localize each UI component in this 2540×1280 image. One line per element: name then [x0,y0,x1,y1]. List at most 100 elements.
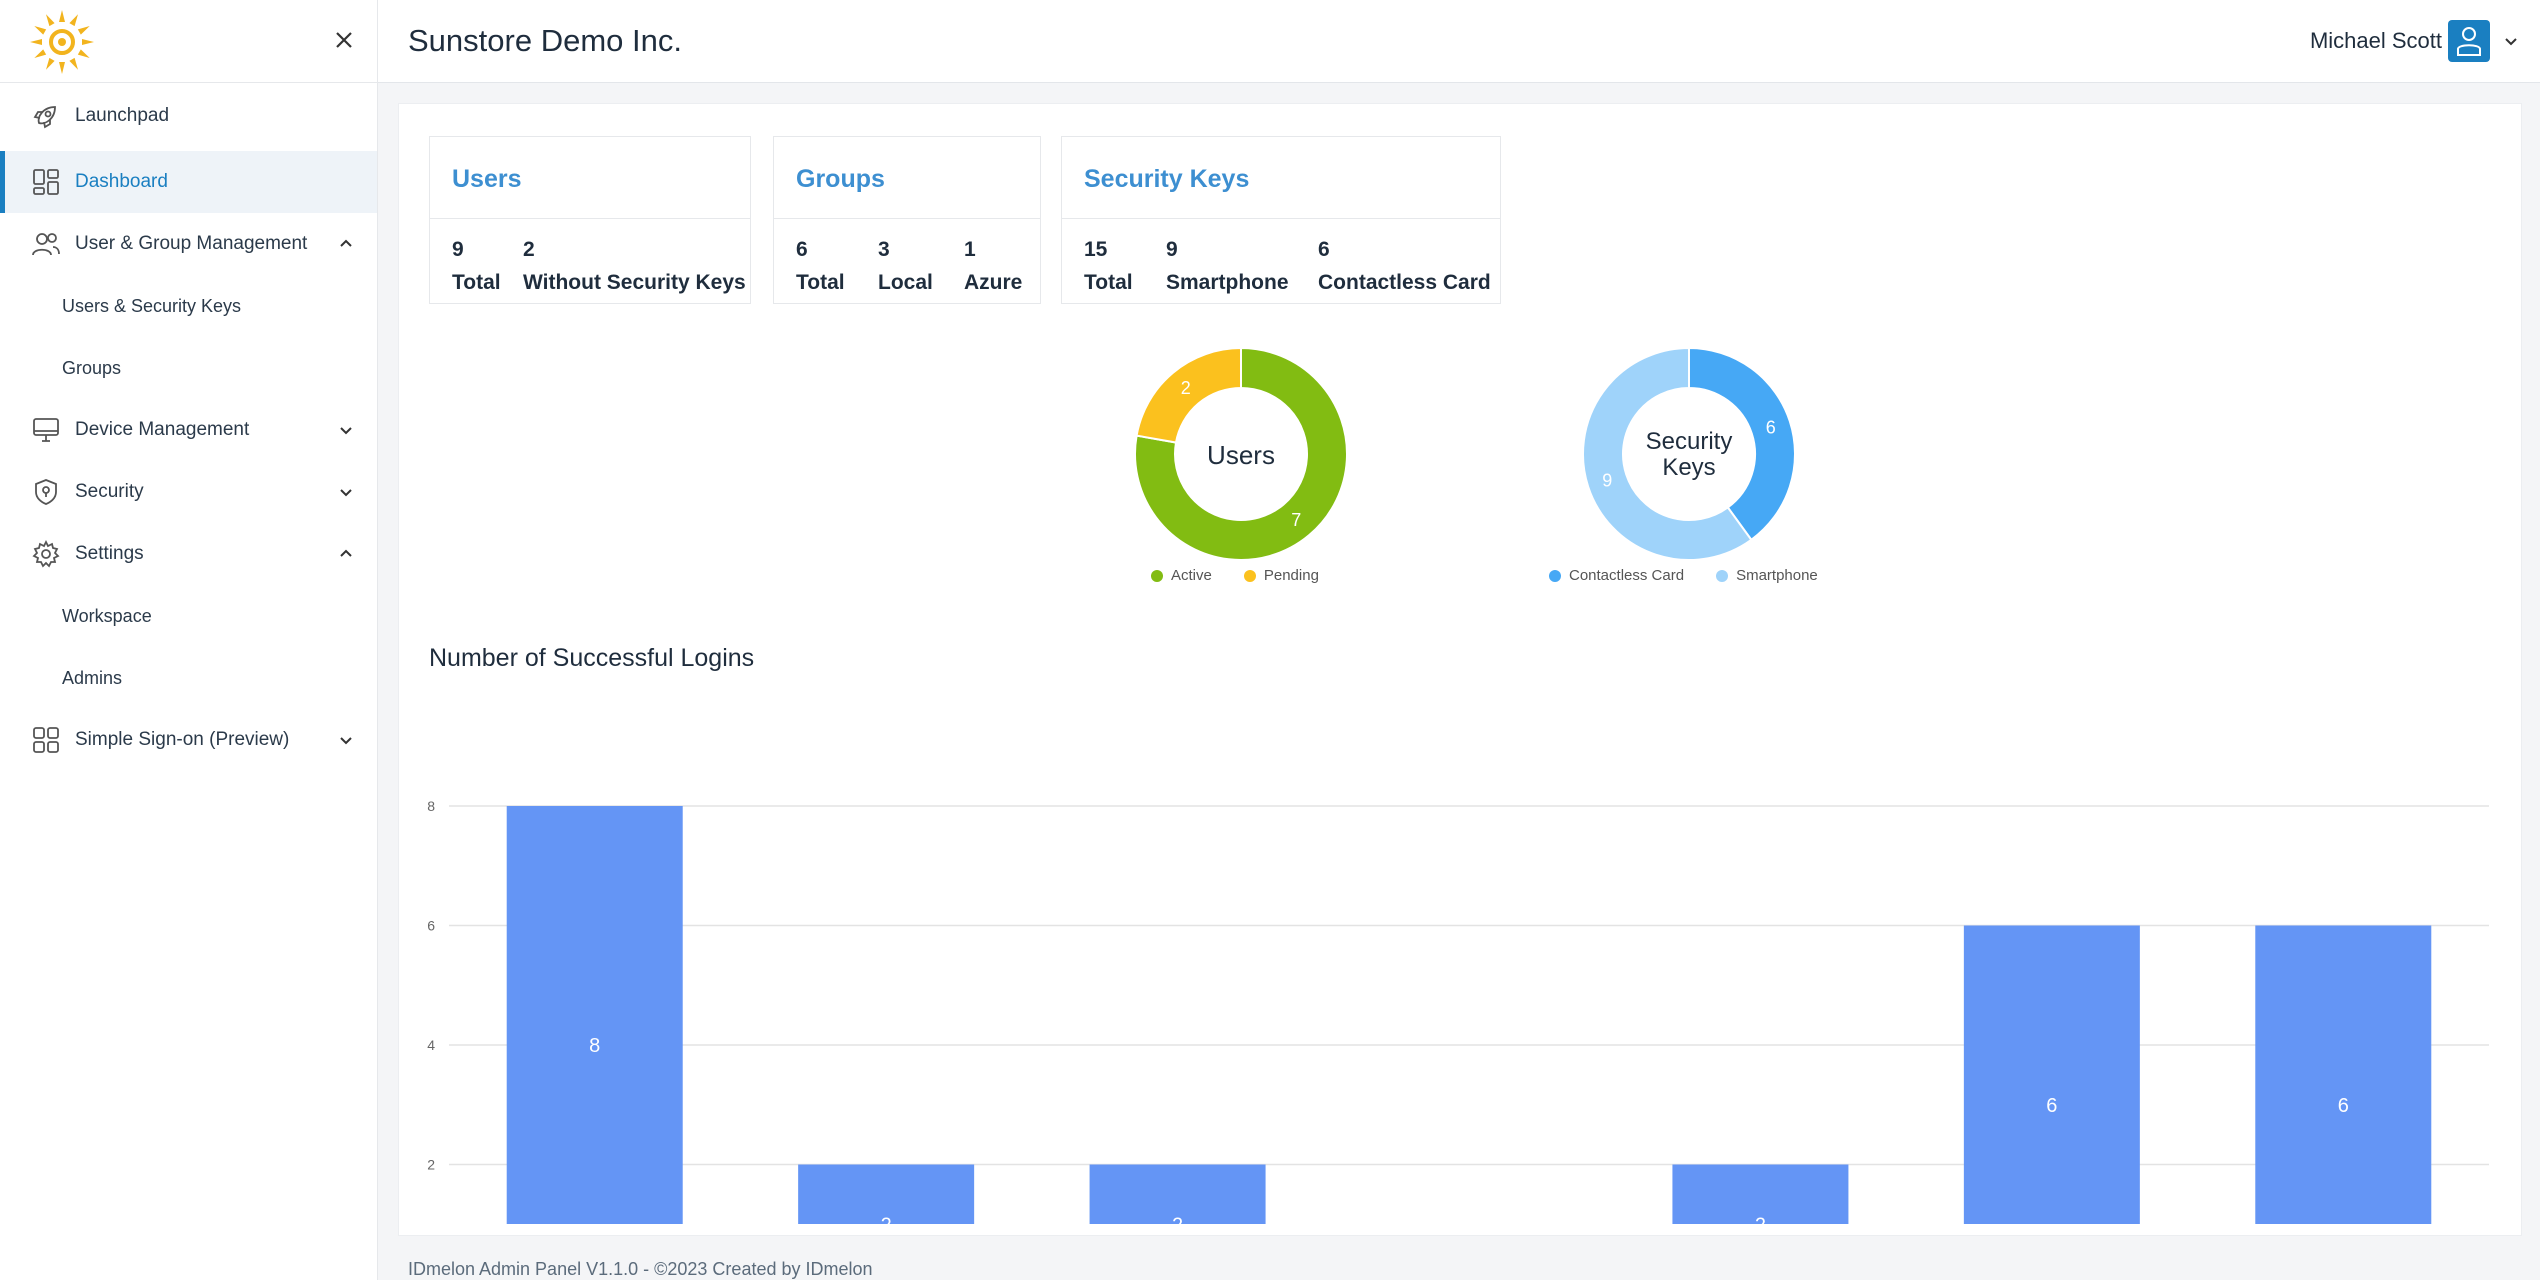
chevron-up-icon[interactable] [337,545,355,563]
stat-contactless-keys: 6 Contactless Card [1318,233,1491,299]
sidebar-subitem-groups[interactable]: Groups [0,337,377,399]
donut-slice-label: 2 [1181,378,1191,398]
donut-center-label: Users [1207,440,1275,470]
bar-value-label: 2 [1755,1214,1766,1224]
sidebar-item-label: User & Group Management [75,233,308,254]
stat-value: 9 [452,238,464,261]
stat-label: Contactless Card [1318,271,1491,294]
legend-swatch [1716,569,1729,582]
close-icon[interactable] [330,26,358,54]
dashboard-icon [30,166,62,198]
stat-azure-groups: 1 Azure [964,233,1022,299]
legend-label[interactable]: Pending [1263,567,1319,584]
donut-slice-smartphone[interactable] [1582,346,1753,561]
bar-thu[interactable] [798,1164,975,1225]
legend-label[interactable]: Smartphone [1736,567,1818,584]
donut-slice-pending[interactable] [1135,346,1242,444]
stat-label: Without Security Keys [523,271,746,294]
users-card: Users 9 Total 2 Without Security Keys [429,136,751,304]
bar-mon[interactable] [1963,925,2140,1225]
divider [774,218,1040,219]
user-name[interactable]: Michael Scott [2309,28,2442,53]
donut-slice-active[interactable] [1134,346,1348,561]
shield-icon [30,476,62,508]
stat-label: Total [796,271,845,294]
sidebar-header [0,0,377,83]
stat-value: 6 [796,238,808,261]
divider [1062,218,1500,219]
donut-slice-label: 7 [1291,510,1301,530]
rocket-icon [30,100,62,132]
sidebar-item-label: Device Management [75,419,250,440]
sidebar-item-user-group-management[interactable]: User & Group Management [0,213,377,275]
stat-value: 1 [964,238,976,261]
groups-card: Groups 6 Total 3 Local 1 Azure [773,136,1041,304]
y-tick-label: 2 [427,1157,435,1173]
legend-swatch [1151,569,1163,582]
bar-wed[interactable] [506,806,683,1224]
sidebar-item-device-management[interactable]: Device Management [0,399,377,461]
logins-bar-chart: 024688Wed2Thu2FriSat2Sun6Mon6Tue [427,798,2489,1225]
apps-grid-icon [30,724,62,756]
user-icon [2457,27,2481,56]
donut-center-label: Keys [1662,454,1715,481]
bar-fri[interactable] [1089,1164,1266,1225]
chevron-up-icon[interactable] [337,235,355,253]
donut-slice-label: 6 [1766,417,1776,437]
sidebar-item-label: Launchpad [75,105,170,126]
sidebar-item-label: Settings [75,543,144,564]
security-keys-donut-legend: Contactless Card Smartphone [1549,567,1818,584]
y-tick-label: 8 [427,798,435,814]
top-bar: Sunstore Demo Inc. Michael Scott [378,0,2540,83]
chevron-down-icon[interactable] [337,421,355,439]
bar-value-label: 6 [2046,1095,2057,1117]
card-title: Users [452,165,522,193]
sidebar-subitem-users-security-keys[interactable]: Users & Security Keys [0,275,377,337]
sidebar-item-label: Users & Security Keys [62,295,242,316]
sidebar: Launchpad Dashboard [0,0,378,1280]
bar-sun[interactable] [1672,1164,1849,1225]
bar-value-label: 8 [589,1035,600,1057]
donut-slice-label: 9 [1602,471,1612,491]
legend-label[interactable]: Contactless Card [1569,567,1685,584]
stat-total-users: 9 Total [452,233,501,299]
bar-value-label: 2 [881,1214,892,1224]
bar-tue[interactable] [2255,925,2432,1225]
security-keys-card: Security Keys 15 Total 9 Smartphone 6 Co… [1061,136,1501,304]
sidebar-item-label: Dashboard [75,171,168,192]
monitor-icon [30,414,62,446]
sidebar-item-security[interactable]: Security [0,461,377,523]
sidebar-item-label: Workspace [62,605,152,626]
sidebar-item-simple-sign-on[interactable]: Simple Sign-on (Preview) [0,709,377,771]
chevron-down-icon[interactable] [2502,32,2520,50]
card-title: Groups [796,165,885,193]
sidebar-subitem-workspace[interactable]: Workspace [0,585,377,647]
legend-swatch [1549,569,1561,582]
sidebar-item-launchpad[interactable]: Launchpad [0,85,377,147]
sidebar-subitem-admins[interactable]: Admins [0,647,377,709]
stat-value: 15 [1084,238,1108,261]
legend-swatch [1243,569,1256,582]
stat-value: 9 [1166,238,1178,261]
sidebar-item-dashboard[interactable]: Dashboard [0,151,377,213]
donut-slice-contactless-card[interactable] [1688,346,1796,542]
users-donut-chart: 7 2 Users [1134,346,1348,561]
stat-local-groups: 3 Local [878,233,933,299]
chevron-down-icon[interactable] [337,731,355,749]
users-icon [30,228,62,260]
y-tick-label: 4 [427,1037,435,1053]
donut-center-label: Security [1646,428,1733,455]
y-tick-label: 6 [427,918,435,934]
avatar[interactable] [2448,20,2490,62]
legend-label[interactable]: Active [1171,567,1212,584]
stat-total-keys: 15 Total [1084,233,1133,299]
stat-label: Total [452,271,501,294]
security-keys-donut-chart: 6 9 Security Keys [1582,346,1796,561]
stat-label: Total [1084,271,1133,294]
footer: IDmelon Admin Panel V1.1.0 - ©2023 Creat… [408,1259,873,1279]
bar-value-label: 2 [1172,1214,1183,1224]
chevron-down-icon[interactable] [337,483,355,501]
sidebar-item-label: Simple Sign-on (Preview) [75,729,290,750]
bar-value-label: 6 [2338,1095,2349,1117]
sidebar-item-settings[interactable]: Settings [0,523,377,585]
